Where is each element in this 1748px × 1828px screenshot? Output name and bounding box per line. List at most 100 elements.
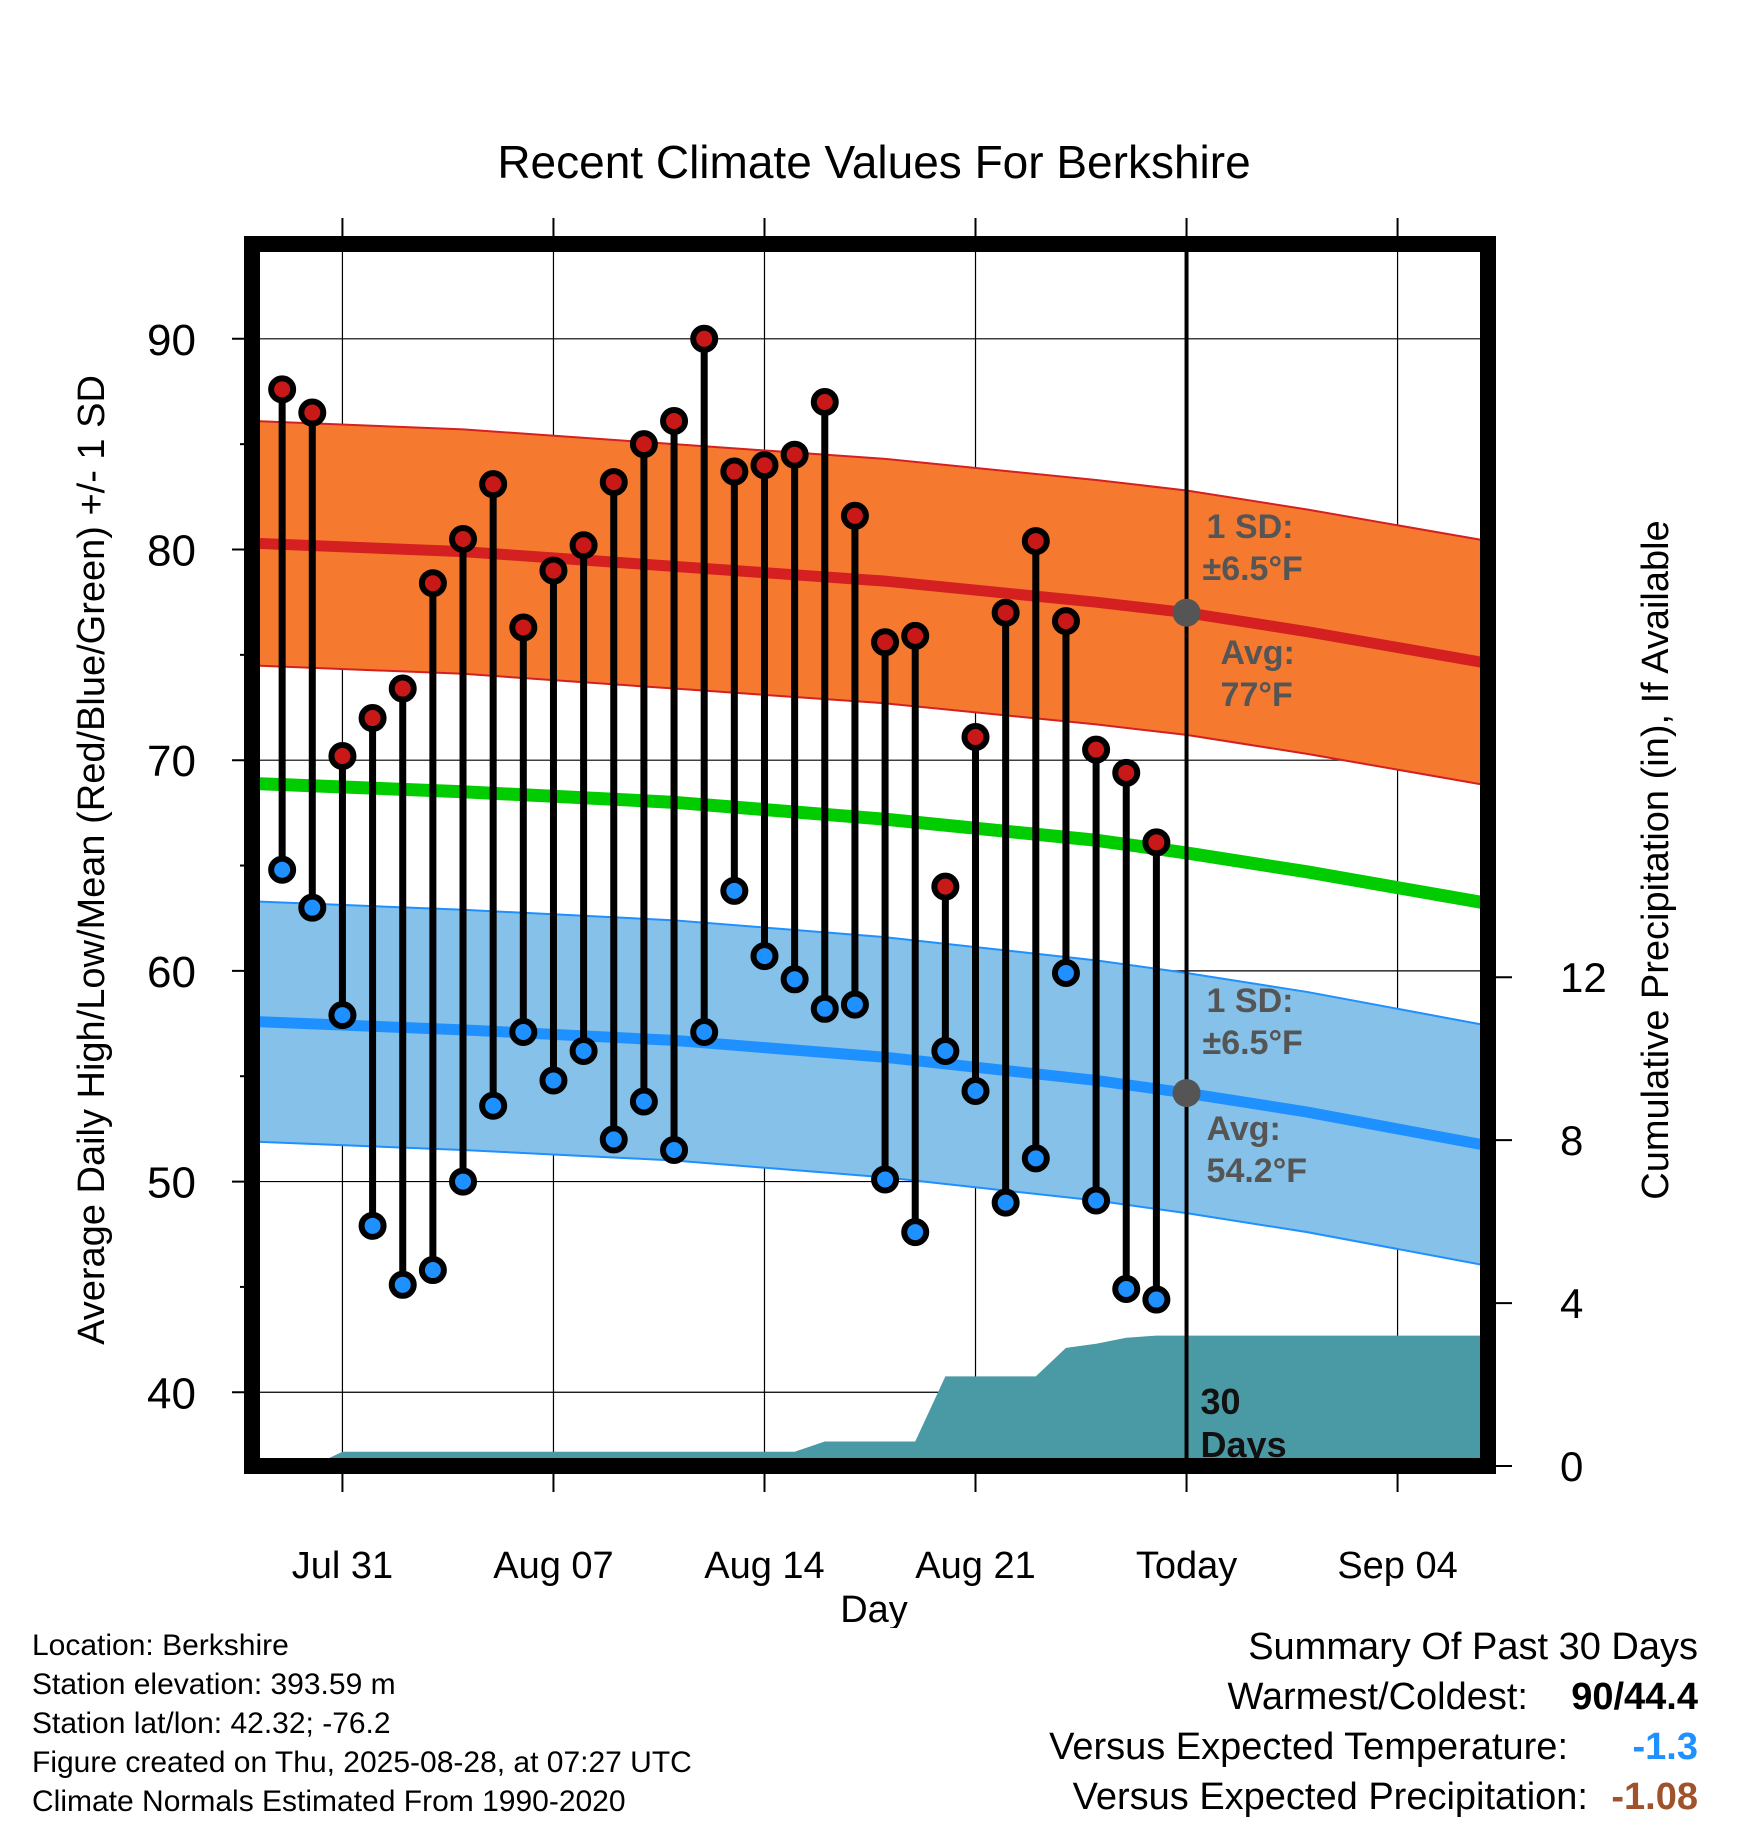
y-tick-label: 90 <box>147 316 196 365</box>
summary-row-temp: Versus Expected Temperature: -1.3 <box>1049 1722 1698 1772</box>
obs-high-point <box>358 704 387 733</box>
obs-low-point <box>750 942 779 971</box>
x-tick-label: Aug 07 <box>493 1545 613 1587</box>
y-tick-label: 40 <box>147 1369 196 1418</box>
summary-title: Summary Of Past 30 Days <box>1248 1626 1698 1668</box>
low-sd-value: ±6.5°F <box>1203 1024 1303 1062</box>
y2-tick-label: 8 <box>1560 1117 1583 1164</box>
obs-low-point <box>449 1167 478 1196</box>
x-tick-label: Aug 21 <box>915 1545 1035 1587</box>
high-lower-edge <box>252 664 1488 787</box>
high-sd-value: ±6.5°F <box>1203 550 1303 588</box>
obs-low-point <box>780 965 809 994</box>
low-sd-band <box>252 901 1488 1266</box>
days-count-label: 30 <box>1201 1381 1241 1422</box>
obs-low-point <box>629 1087 658 1116</box>
precip-area <box>312 1335 1488 1466</box>
obs-low-point <box>991 1188 1020 1217</box>
high-sd-label: 1 SD: <box>1207 508 1294 546</box>
normal-mean-line <box>252 776 1488 910</box>
normal-low-line <box>252 1015 1488 1152</box>
x-tick-label: Today <box>1136 1545 1237 1587</box>
low-lower-edge <box>252 1140 1488 1267</box>
obs-high-point <box>660 406 689 435</box>
obs-low-point <box>1142 1285 1171 1314</box>
high-avg-value: 77°F <box>1221 676 1293 714</box>
obs-low-point <box>569 1036 598 1065</box>
obs-high-point <box>268 375 297 404</box>
obs-high-point <box>1051 607 1080 636</box>
x-tick-label: Sep 04 <box>1337 1545 1457 1587</box>
obs-high-point <box>961 723 990 752</box>
obs-high-point <box>388 674 417 703</box>
obs-low-point <box>1112 1275 1141 1304</box>
x-axis-label: Day <box>840 1589 908 1628</box>
chart-title: Recent Climate Values For Berkshire <box>497 136 1250 188</box>
precip-departure-value: -1.08 <box>1611 1776 1698 1818</box>
low-upper-edge <box>252 900 1488 1027</box>
obs-high-point <box>810 388 839 417</box>
location-text: Location: Berkshire <box>32 1629 289 1662</box>
y2-tick-label: 12 <box>1560 954 1607 1001</box>
obs-low-point <box>298 893 327 922</box>
elevation-text: Station elevation: 393.59 m <box>32 1668 396 1701</box>
obs-low-point <box>1082 1186 1111 1215</box>
obs-high-point <box>479 470 508 499</box>
high-upper-edge <box>252 419 1488 543</box>
obs-high-point <box>871 628 900 657</box>
obs-high-point <box>931 872 960 901</box>
normals-period-text: Climate Normals Estimated From 1990-2020 <box>32 1785 626 1818</box>
obs-low-point <box>479 1091 508 1120</box>
y-tick-label: 80 <box>147 527 196 576</box>
obs-high-point <box>750 451 779 480</box>
obs-high-point <box>690 324 719 353</box>
obs-high-point <box>840 501 869 530</box>
obs-low-point <box>599 1125 628 1154</box>
low-avg-value: 54.2°F <box>1207 1152 1308 1190</box>
normal-high-line <box>252 537 1488 669</box>
y-axis-label: Average Daily High/Low/Mean (Red/Blue/Gr… <box>71 375 113 1345</box>
summary-panel: Summary Of Past 30 Days Warmest/Coldest:… <box>1049 1622 1698 1822</box>
obs-low-point <box>660 1135 689 1164</box>
latlon-text: Station lat/lon: 42.32; -76.2 <box>32 1707 391 1740</box>
plot-frame <box>244 236 1496 1474</box>
x-tick-label: Aug 14 <box>704 1545 824 1587</box>
obs-low-point <box>268 855 297 884</box>
obs-low-point <box>871 1165 900 1194</box>
temp-departure-label: Versus Expected Temperature: <box>1049 1726 1568 1768</box>
temp-departure-value: -1.3 <box>1632 1726 1698 1768</box>
obs-high-point <box>569 531 598 560</box>
obs-high-point <box>1112 758 1141 787</box>
x-tick-label: Jul 31 <box>292 1545 393 1587</box>
obs-low-point <box>901 1218 930 1247</box>
y2-tick-label: 0 <box>1560 1443 1583 1490</box>
obs-low-point <box>539 1066 568 1095</box>
obs-high-point <box>629 430 658 459</box>
today-low-avg-point <box>1172 1079 1201 1108</box>
obs-high-point <box>1021 527 1050 556</box>
obs-high-point <box>298 398 327 427</box>
obs-high-point <box>720 457 749 486</box>
high-avg-label: Avg: <box>1221 634 1295 672</box>
obs-high-point <box>780 440 809 469</box>
obs-low-point <box>509 1017 538 1046</box>
obs-high-point <box>509 613 538 642</box>
obs-low-point <box>328 1001 357 1030</box>
summary-row-warmest: Warmest/Coldest: 90/44.4 <box>1049 1672 1698 1722</box>
obs-high-point <box>449 524 478 553</box>
high-sd-band <box>252 420 1488 786</box>
obs-low-point <box>358 1211 387 1240</box>
y-tick-label: 60 <box>147 948 196 997</box>
summary-row-precip: Versus Expected Precipitation: -1.08 <box>1049 1772 1698 1822</box>
obs-low-point <box>1021 1144 1050 1173</box>
obs-low-point <box>388 1270 417 1299</box>
precip-departure-label: Versus Expected Precipitation: <box>1072 1776 1588 1818</box>
obs-low-point <box>961 1076 990 1105</box>
obs-high-point <box>991 598 1020 627</box>
y-tick-label: 70 <box>147 737 196 786</box>
obs-high-point <box>328 741 357 770</box>
y2-axis-label: Cumulative Precipitation (in), If Availa… <box>1635 520 1677 1199</box>
low-avg-label: Avg: <box>1207 1110 1281 1148</box>
obs-high-point <box>1082 735 1111 764</box>
obs-low-point <box>931 1036 960 1065</box>
